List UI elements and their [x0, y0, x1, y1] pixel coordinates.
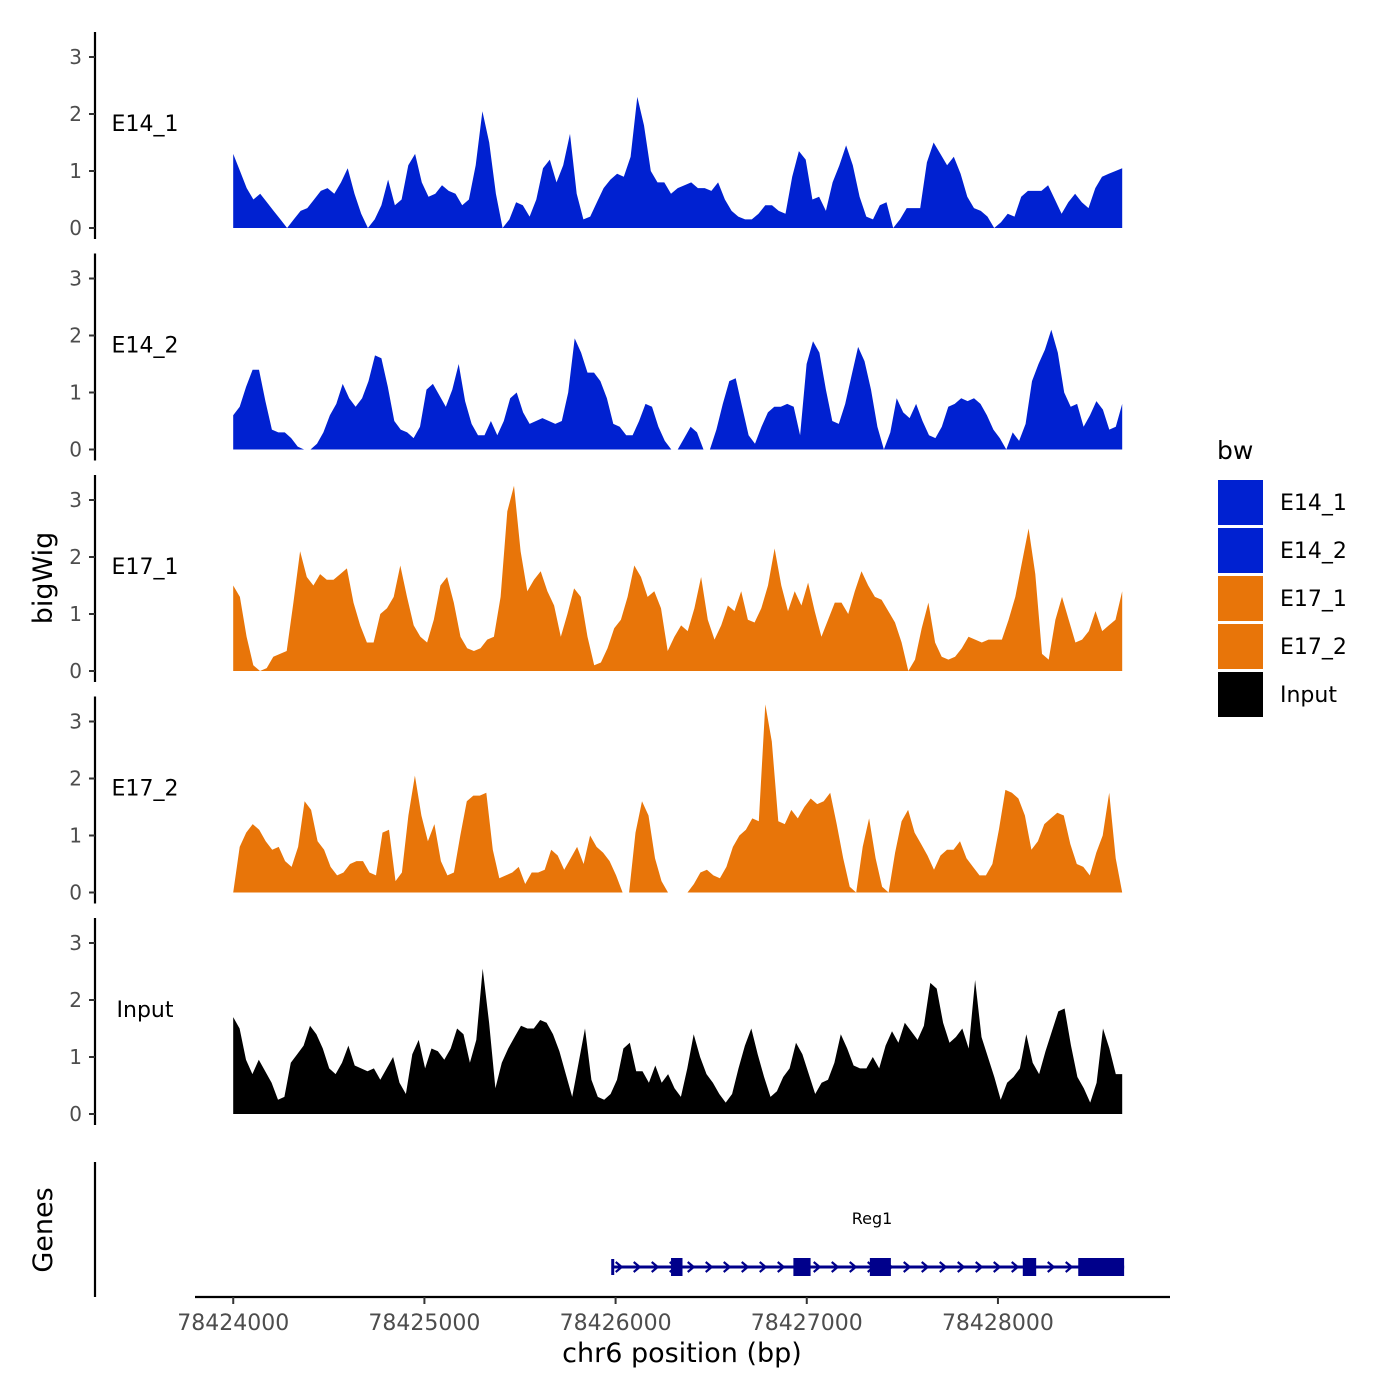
track-label: E17_1 [112, 555, 179, 580]
bigwig-tracks: 0 1 2 3 E14_1 0 1 2 3 E14_2 0 1 2 3 E17_1 0 1 2 3 E17_2 0 1 2 3… [69, 32, 1123, 1126]
gene-exon [793, 1258, 811, 1276]
legend-label: E17_2 [1280, 635, 1347, 660]
track-label: E17_2 [112, 777, 179, 802]
x-tick-label: 78428000 [942, 1311, 1054, 1336]
x-tick-label: 78427000 [751, 1311, 863, 1336]
gene-panel: Reg1 Genes [28, 1162, 1125, 1297]
strand-arrow [831, 1261, 840, 1273]
track-label: E14_1 [112, 112, 179, 137]
track-label: Input [117, 998, 174, 1023]
x-tick-label: 78425000 [368, 1311, 480, 1336]
legend: bw E14_1 E14_2 E17_1 E17_2 Input [1217, 436, 1347, 717]
x-tick-label: 78424000 [177, 1311, 289, 1336]
strand-arrow [957, 1261, 966, 1273]
strand-arrow [687, 1261, 696, 1273]
y-tick-label: 2 [69, 324, 82, 348]
strand-arrow [633, 1261, 642, 1273]
y-tick-label: 3 [69, 488, 82, 512]
strand-arrow [921, 1261, 930, 1273]
strand-arrow [777, 1261, 786, 1273]
y-tick-label: 3 [69, 710, 82, 734]
strand-arrow [903, 1261, 912, 1273]
y-tick-label: 1 [69, 824, 82, 848]
y-tick-label: 3 [69, 267, 82, 291]
y-tick-label: 2 [69, 102, 82, 126]
y-tick-label: 0 [69, 438, 82, 462]
strand-arrow [705, 1261, 714, 1273]
y-tick-label: 0 [69, 881, 82, 905]
strand-arrow [741, 1261, 750, 1273]
y-tick-label: 0 [69, 659, 82, 683]
gene-exon [671, 1258, 683, 1276]
signal-area-e14-2 [233, 329, 1123, 450]
signal-area-e17-2 [233, 704, 1123, 893]
strand-arrow [993, 1261, 1002, 1273]
genes-axis-label: Genes [28, 1187, 59, 1272]
y-tick-label: 1 [69, 381, 82, 405]
strand-arrow [615, 1261, 624, 1273]
legend-label: E14_2 [1280, 539, 1347, 564]
strand-arrow [723, 1261, 732, 1273]
gene-exon [1022, 1258, 1037, 1276]
y-tick-label: 1 [69, 602, 82, 626]
y-axis-label: bigWig [28, 532, 59, 625]
strand-arrow [939, 1261, 948, 1273]
gene-exon [869, 1258, 891, 1276]
legend-swatch [1218, 624, 1263, 669]
strand-arrow [759, 1261, 768, 1273]
x-axis-label: chr6 position (bp) [562, 1338, 802, 1369]
legend-swatch [1218, 528, 1263, 573]
y-tick-label: 3 [69, 931, 82, 955]
y-tick-label: 3 [69, 45, 82, 69]
x-axis: 78424000 78425000 78426000 78427000 78428000 [177, 1295, 1170, 1336]
track-e14-1: 0 1 2 3 E14_1 [69, 32, 1123, 240]
signal-area-e17-1 [233, 485, 1123, 671]
legend-label: E17_1 [1280, 587, 1347, 612]
strand-arrow [813, 1261, 822, 1273]
y-tick-label: 2 [69, 545, 82, 569]
track-e17-2: 0 1 2 3 E17_2 [69, 696, 1123, 905]
track-e17-1: 0 1 2 3 E17_1 [69, 475, 1123, 683]
gene-exon [1078, 1258, 1125, 1276]
strand-arrow [849, 1261, 858, 1273]
legend-label: Input [1280, 683, 1337, 708]
gene-model-reg1 [611, 1258, 1125, 1276]
strand-arrow [1011, 1261, 1020, 1273]
legend-swatch [1218, 576, 1263, 621]
strand-arrow [975, 1261, 984, 1273]
legend-swatch [1218, 480, 1263, 525]
strand-arrow [651, 1261, 660, 1273]
track-label: E14_2 [112, 334, 179, 359]
signal-area-e14-1 [233, 96, 1123, 229]
strand-arrow [1065, 1261, 1074, 1273]
x-tick-label: 78426000 [560, 1311, 672, 1336]
y-tick-label: 0 [69, 1102, 82, 1126]
track-e14-2: 0 1 2 3 E14_2 [69, 253, 1123, 462]
track-input: 0 1 2 3 Input [69, 918, 1123, 1126]
signal-area-input [233, 968, 1123, 1114]
y-tick-label: 2 [69, 988, 82, 1012]
legend-title: bw [1217, 436, 1253, 465]
y-tick-label: 1 [69, 1045, 82, 1069]
legend-label: E14_1 [1280, 491, 1347, 516]
y-tick-label: 2 [69, 767, 82, 791]
y-tick-label: 1 [69, 159, 82, 183]
y-tick-label: 0 [69, 216, 82, 240]
legend-swatch [1218, 672, 1263, 717]
strand-arrow [1047, 1261, 1056, 1273]
gene-label: Reg1 [852, 1209, 893, 1228]
